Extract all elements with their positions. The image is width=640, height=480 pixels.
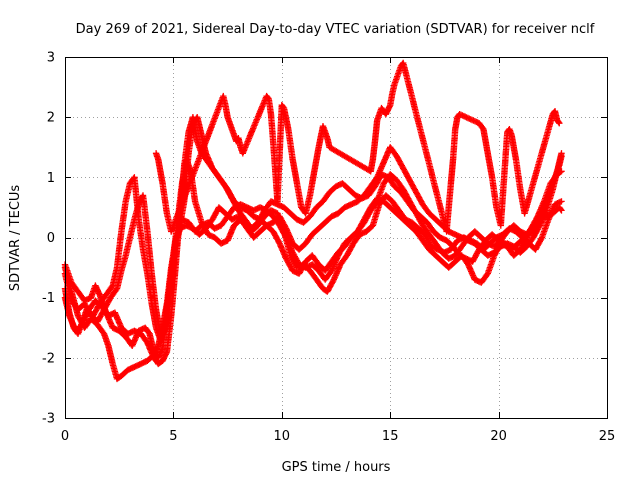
series-burst-excursions bbox=[152, 59, 563, 235]
data-point bbox=[467, 116, 474, 123]
y-tick-label: 0 bbox=[47, 231, 55, 246]
data-point bbox=[557, 206, 564, 213]
data-point bbox=[558, 207, 565, 214]
data-point bbox=[112, 286, 120, 294]
data-point bbox=[558, 198, 565, 205]
plot-frame bbox=[65, 57, 608, 419]
data-point bbox=[558, 150, 565, 157]
x-tick-label: 15 bbox=[382, 429, 399, 444]
y-tick-label: -2 bbox=[42, 351, 55, 366]
x-tick-label: 25 bbox=[599, 429, 616, 444]
data-point bbox=[556, 120, 563, 127]
x-tick-label: 20 bbox=[490, 429, 507, 444]
data-point bbox=[108, 283, 115, 291]
x-axis-label: GPS time / hours bbox=[282, 460, 391, 475]
y-tick-label: -1 bbox=[42, 291, 55, 306]
series-track-5 bbox=[61, 114, 565, 368]
x-tick-label: 5 bbox=[169, 429, 177, 444]
data-point bbox=[464, 114, 472, 122]
x-tick-label: 0 bbox=[61, 429, 69, 444]
y-tick-label: 1 bbox=[47, 171, 55, 186]
data-point bbox=[471, 118, 479, 125]
data-point bbox=[459, 112, 466, 119]
data-marks bbox=[61, 59, 565, 383]
y-tick-label: -3 bbox=[42, 412, 55, 427]
y-axis-label: SDTVAR / TECUs bbox=[8, 185, 23, 292]
y-tick-label: 3 bbox=[47, 51, 55, 66]
chart-title: Day 269 of 2021, Sidereal Day-to-day VTE… bbox=[76, 22, 595, 37]
y-tick-labels: -3 -2 -1 0 1 2 3 bbox=[42, 51, 55, 427]
x-tick-label: 10 bbox=[274, 429, 291, 444]
x-tick-labels: 0 5 10 15 20 25 bbox=[61, 429, 615, 444]
data-point bbox=[555, 119, 562, 126]
y-tick-label: 2 bbox=[47, 111, 55, 126]
data-point bbox=[329, 277, 337, 285]
data-point bbox=[538, 235, 545, 242]
